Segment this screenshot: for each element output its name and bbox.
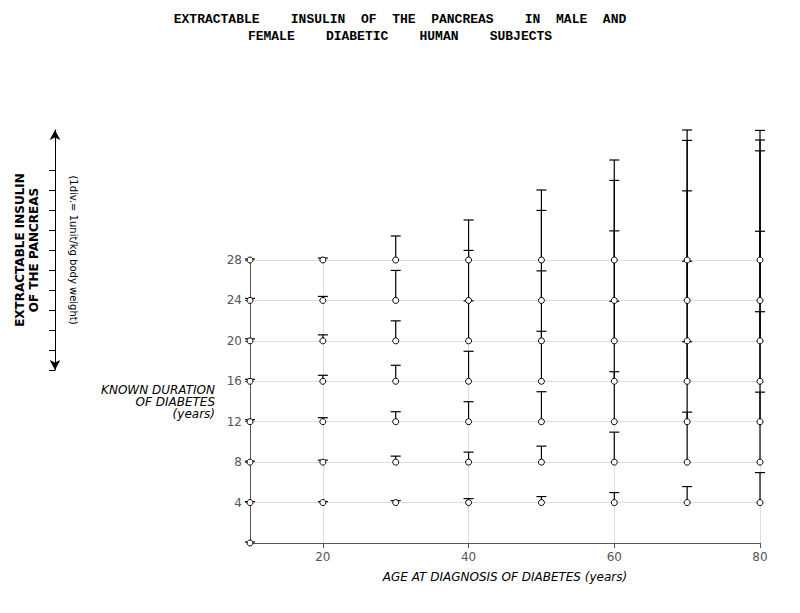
- svg-text:80: 80: [752, 550, 767, 564]
- svg-text:4: 4: [234, 496, 242, 510]
- svg-text:24: 24: [227, 293, 242, 307]
- svg-text:40: 40: [461, 550, 476, 564]
- svg-text:EXTRACTABLE INSULIN OF TH: EXTRACTABLE INSULIN OF THE PANCREAS IN M…: [174, 12, 627, 27]
- svg-text:EXTRACTABLE INSULIN: EXTRACTABLE INSULIN: [13, 173, 27, 327]
- svg-text:12: 12: [227, 415, 242, 429]
- svg-text:AGE AT DIAGNOSIS OF DIABETES (: AGE AT DIAGNOSIS OF DIABETES (years): [382, 570, 627, 584]
- svg-text:8: 8: [234, 455, 242, 469]
- svg-text:20: 20: [315, 550, 330, 564]
- svg-text:KNOWN DURATION: KNOWN DURATION: [101, 382, 215, 397]
- svg-text:(years): (years): [173, 407, 215, 421]
- svg-text:16: 16: [227, 374, 242, 388]
- svg-text:OF DIABETES: OF DIABETES: [135, 394, 215, 409]
- svg-text:60: 60: [607, 550, 622, 564]
- svg-text:20: 20: [227, 334, 242, 348]
- svg-text:FEMALE DIABETIC HUMAN: FEMALE DIABETIC HUMAN SUBJECTS: [248, 29, 552, 44]
- svg-text:OF THE PANCREAS: OF THE PANCREAS: [27, 188, 41, 312]
- svg-text:(1div.= 1unit/kg body weight): (1div.= 1unit/kg body weight): [68, 175, 79, 324]
- svg-text:28: 28: [227, 253, 242, 267]
